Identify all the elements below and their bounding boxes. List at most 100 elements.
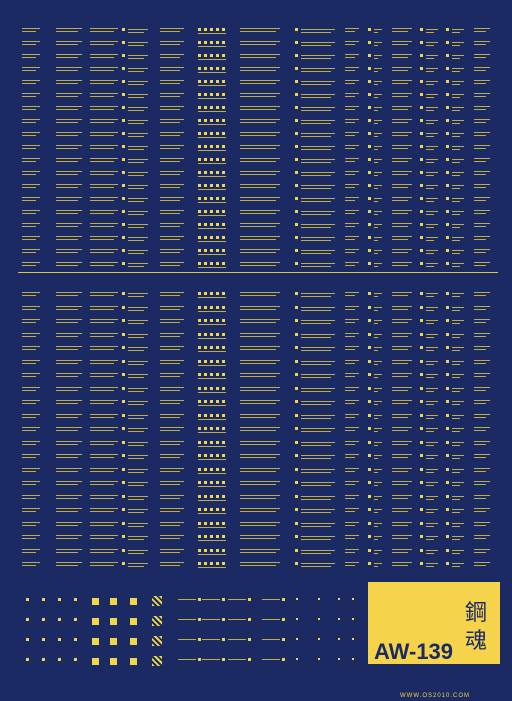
caution-text-decal (452, 211, 464, 212)
caution-text-decal (452, 185, 464, 186)
caution-text-decal (426, 97, 434, 98)
caution-text-decal (128, 146, 148, 147)
caution-text-decal (392, 332, 412, 334)
marker-dot-decal (420, 494, 423, 498)
caution-text-decal (22, 210, 40, 211)
marker-dot-decal (248, 658, 251, 661)
caution-text-decal (474, 262, 490, 263)
square-marker-decal (338, 598, 340, 600)
caution-text-decal (474, 386, 490, 388)
caution-text-decal (392, 305, 412, 307)
caution-text-decal (90, 70, 114, 71)
caution-text-decal (474, 67, 490, 68)
caution-text-decal (240, 521, 280, 523)
caution-text-decal (240, 443, 276, 445)
caution-text-decal (128, 431, 144, 432)
caution-text-decal (160, 508, 184, 509)
caution-text-decal (301, 55, 335, 56)
caution-text-decal (452, 536, 464, 537)
caution-text-decal (426, 468, 438, 470)
marker-dot-decal (368, 54, 371, 57)
square-marker-decal (338, 638, 340, 640)
marker-dot-decal (368, 400, 371, 403)
square-marker-decal (130, 618, 137, 625)
caution-text-decal (198, 499, 226, 501)
marker-dot-decal (122, 413, 125, 417)
caution-text-decal (452, 250, 464, 251)
caution-text-decal (160, 443, 180, 445)
caution-text-decal (160, 305, 184, 307)
square-marker-decal (92, 618, 99, 625)
hazard-stripe-decal (198, 249, 226, 252)
caution-text-decal (22, 349, 36, 350)
caution-text-decal (345, 31, 355, 32)
marker-dot-decal (295, 93, 298, 96)
caution-text-decal (240, 346, 280, 347)
caution-text-decal (240, 249, 280, 250)
caution-text-decal (452, 350, 460, 351)
marker-dot-decal (122, 454, 125, 457)
caution-text-decal (426, 360, 438, 362)
caution-text-decal (474, 508, 490, 509)
marker-dot-decal (446, 236, 449, 239)
square-marker-decal (352, 598, 354, 600)
caution-text-decal (301, 58, 331, 59)
caution-text-decal (128, 563, 148, 564)
caution-text-decal (56, 226, 78, 227)
caution-text-decal (392, 565, 408, 566)
marker-dot-decal (295, 171, 298, 174)
caution-text-decal (392, 484, 408, 485)
caution-text-decal (474, 400, 490, 401)
caution-text-decal (56, 551, 78, 553)
caution-text-decal (90, 416, 114, 418)
caution-text-decal (452, 237, 464, 238)
caution-text-decal (56, 389, 78, 391)
caution-text-decal (374, 509, 382, 510)
caution-text-decal (452, 428, 464, 429)
marker-dot-decal (446, 359, 449, 363)
square-marker-decal (58, 658, 61, 661)
caution-text-decal (22, 148, 36, 149)
caution-text-decal (128, 444, 144, 446)
hazard-stripe-decal (198, 171, 226, 174)
caution-text-decal (474, 200, 486, 201)
caution-text-decal (128, 374, 148, 375)
hazard-square-decal (152, 596, 162, 606)
caution-text-decal (345, 319, 359, 320)
caution-text-decal (90, 497, 114, 499)
caution-text-decal (22, 292, 40, 293)
marker-dot-decal (295, 508, 298, 511)
caution-text-decal (345, 171, 359, 172)
caution-text-decal (374, 198, 382, 199)
marker-dot-decal (368, 210, 371, 213)
caution-text-decal (90, 454, 118, 455)
marker-dot-decal (446, 292, 449, 295)
caution-text-decal (240, 223, 280, 224)
caution-text-decal (22, 308, 36, 310)
caution-text-decal (301, 81, 335, 82)
caution-text-decal (90, 494, 118, 496)
caution-text-decal (90, 562, 118, 563)
caution-text-decal (240, 454, 280, 455)
marker-dot-decal (446, 427, 449, 430)
caution-text-decal (452, 81, 464, 82)
caution-text-decal (56, 497, 78, 499)
caution-text-decal (22, 430, 36, 431)
marker-dot-decal (295, 359, 298, 363)
caution-text-decal (56, 430, 78, 431)
square-marker-decal (92, 598, 99, 605)
caution-text-decal (392, 93, 412, 94)
caution-text-decal (198, 137, 226, 138)
caution-text-decal (301, 263, 335, 264)
caution-text-decal (392, 373, 412, 374)
caution-text-decal (198, 310, 226, 312)
caution-text-decal (160, 454, 184, 455)
caution-text-decal (374, 71, 378, 72)
caution-text-decal (128, 201, 144, 202)
caution-text-decal (374, 136, 378, 137)
caution-text-decal (22, 565, 36, 566)
caution-text-decal (301, 482, 335, 483)
caution-text-decal (392, 223, 412, 224)
caution-text-decal (374, 211, 382, 212)
caution-text-decal (426, 149, 434, 150)
